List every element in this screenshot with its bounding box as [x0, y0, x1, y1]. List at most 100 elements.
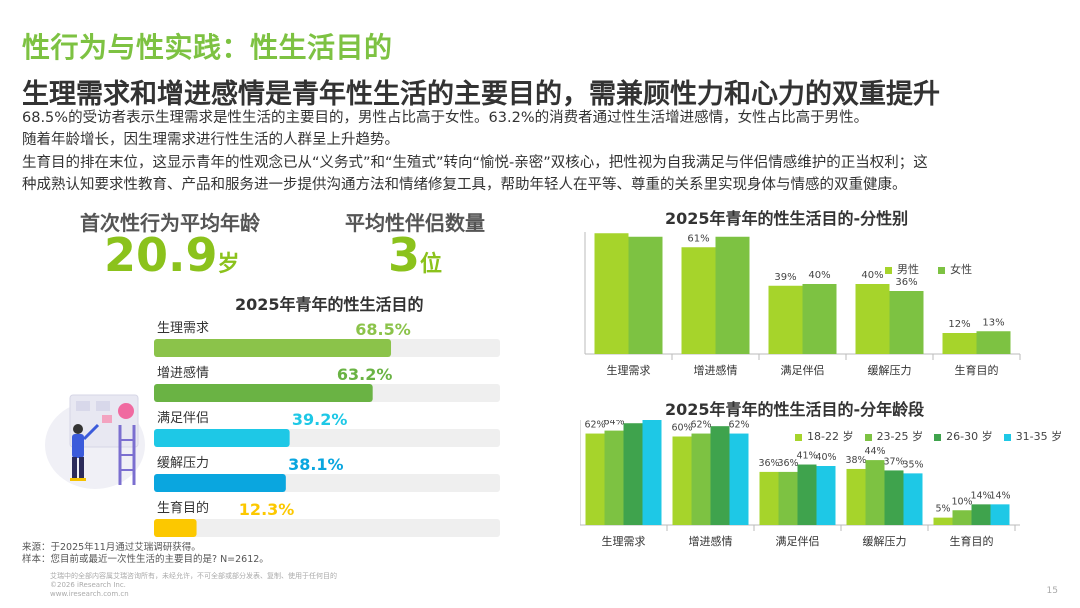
copyright-notice: 艾瑞中的全部内容属艾瑞咨询所有，未经允许，不可全部或部分发表、复制、使用于任何目…: [50, 572, 337, 580]
legend-item: 男性: [885, 263, 919, 276]
bar: [594, 233, 629, 354]
category-label: 生理需求: [157, 321, 209, 336]
legend-item: 26-30 岁: [934, 430, 993, 443]
chart-gender-title: 2025年青年的性生活目的-分性别: [665, 209, 909, 228]
bar: [797, 464, 817, 525]
data-label: 44%: [864, 446, 885, 457]
category-label: 增进感情: [157, 365, 209, 381]
bar: [990, 504, 1010, 525]
data-label: 39%: [774, 272, 796, 283]
bar: [933, 517, 953, 525]
bar: [942, 333, 977, 354]
bar: [154, 384, 373, 402]
bar: [154, 339, 392, 357]
chart-overall-title: 2025年青年的性生活目的: [235, 295, 424, 314]
legend-label: 26-30 岁: [946, 430, 993, 443]
legend-item: 18-22 岁: [795, 430, 853, 443]
legend-swatch: [795, 433, 802, 441]
category-label: 满足伴侣: [776, 534, 820, 548]
bar: [681, 247, 716, 354]
chart-age: 62%64%69%74%生理需求60%62%67%62%增进感情36%36%41…: [580, 420, 1020, 548]
legend-swatch: [885, 266, 892, 274]
bar: [585, 433, 605, 525]
data-label: 40%: [815, 452, 836, 463]
legend-swatch: [934, 433, 942, 441]
bar: [691, 433, 711, 525]
bar: [154, 519, 197, 537]
bar-track: [154, 519, 500, 537]
data-label: 13%: [982, 317, 1004, 328]
bar: [672, 436, 692, 525]
legend-label: 18-22 岁: [807, 430, 854, 443]
data-label: 12%: [948, 319, 970, 330]
legend-item: 31-35 岁: [1003, 430, 1063, 443]
body-paragraph-line: 生育目的排在末位，这显示青年的性观念已从“义务式”和“生殖式”转向“愉悦-亲密”…: [22, 155, 928, 171]
data-label: 37%: [883, 456, 904, 467]
data-label: 67%: [721, 232, 743, 234]
body-paragraph-line: 随着年龄增长，因生理需求进行性生活的人群呈上升趋势。: [22, 132, 399, 148]
bar: [604, 430, 624, 525]
category-label: 缓解压力: [157, 456, 209, 471]
legend-label: 31-35 岁: [1015, 430, 1063, 443]
data-label: 62%: [690, 420, 711, 431]
legend-swatch: [864, 433, 872, 441]
chart-age-legend: 18-22 岁 23-25 岁 26-30 岁 31-35 岁: [795, 425, 1062, 444]
data-label: 41%: [796, 451, 817, 462]
data-label: 62%: [584, 420, 605, 431]
bar: [816, 466, 836, 525]
kpi-first-sex-age-unit: 岁: [217, 252, 240, 277]
data-label: 40%: [861, 270, 883, 281]
kpi-partner-count: 3位: [388, 228, 442, 282]
legend-label: 男性: [897, 263, 919, 276]
bar: [865, 460, 885, 525]
data-label: 61%: [687, 233, 709, 244]
category-label: 满足伴侣: [157, 411, 209, 426]
kpi-partner-count-label: 平均性伴侣数量: [345, 211, 485, 235]
value-label: 68.5%: [355, 320, 411, 339]
data-label: 10%: [951, 496, 972, 507]
kpi-first-sex-age: 20.9岁: [104, 228, 240, 282]
data-label: 36%: [777, 458, 798, 469]
category-label: 生理需求: [602, 534, 646, 548]
bar: [729, 433, 749, 525]
bar: [884, 470, 904, 525]
bar: [778, 471, 798, 525]
bar: [976, 331, 1011, 354]
bar: [710, 426, 730, 525]
person-at-board-illustration: [45, 394, 145, 489]
bar: [642, 420, 662, 525]
bar: [768, 285, 803, 354]
data-label: 62%: [728, 420, 749, 431]
data-label: 36%: [895, 277, 917, 288]
kpi-partner-count-value: 3: [388, 228, 421, 282]
data-label: 67%: [634, 232, 656, 234]
category-label: 满足伴侣: [781, 363, 825, 377]
page-headline: 生理需求和增进感情是青年性生活的主要目的，需兼顾性力和心力的双重提升: [22, 79, 940, 110]
data-label: 5%: [935, 504, 950, 515]
data-label: 40%: [808, 270, 830, 281]
bar: [623, 423, 643, 525]
category-label: 生育目的: [955, 363, 999, 377]
data-label: 67%: [709, 420, 730, 423]
kpi-partner-count-unit: 位: [420, 252, 443, 277]
category-label: 缓解压力: [863, 534, 907, 548]
page-number: 15: [1046, 586, 1058, 596]
bar: [855, 284, 890, 354]
bar: [903, 473, 923, 525]
category-label: 缓解压力: [868, 363, 912, 377]
bar: [846, 468, 866, 525]
legend-item: 女性: [938, 263, 972, 276]
body-paragraph-line: 68.5%的受访者表示生理需求是性生活的主要目的，男性占比高于女性。63.2%的…: [22, 110, 869, 126]
value-label: 63.2%: [337, 365, 393, 384]
sample-line: 样本：您目前或最近一次性生活的主要目的是? N=2612。: [22, 554, 269, 565]
category-label: 生育目的: [950, 534, 994, 548]
footer-source: 来源：于2025年11月通过艾瑞调研获得。 样本：您目前或最近一次性生活的主要目…: [22, 542, 269, 566]
copyright-holder: ©2026 iResearch Inc.: [50, 581, 126, 589]
category-label: 增进感情: [689, 534, 733, 548]
legend-item: 23-25 岁: [864, 430, 923, 443]
bar: [971, 504, 991, 525]
data-label: 60%: [671, 423, 692, 434]
value-label: 39.2%: [292, 410, 348, 429]
website-link: www.iresearch.com.cn: [50, 590, 129, 598]
chart-age-title: 2025年青年的性生活目的-分年龄段: [665, 400, 925, 419]
